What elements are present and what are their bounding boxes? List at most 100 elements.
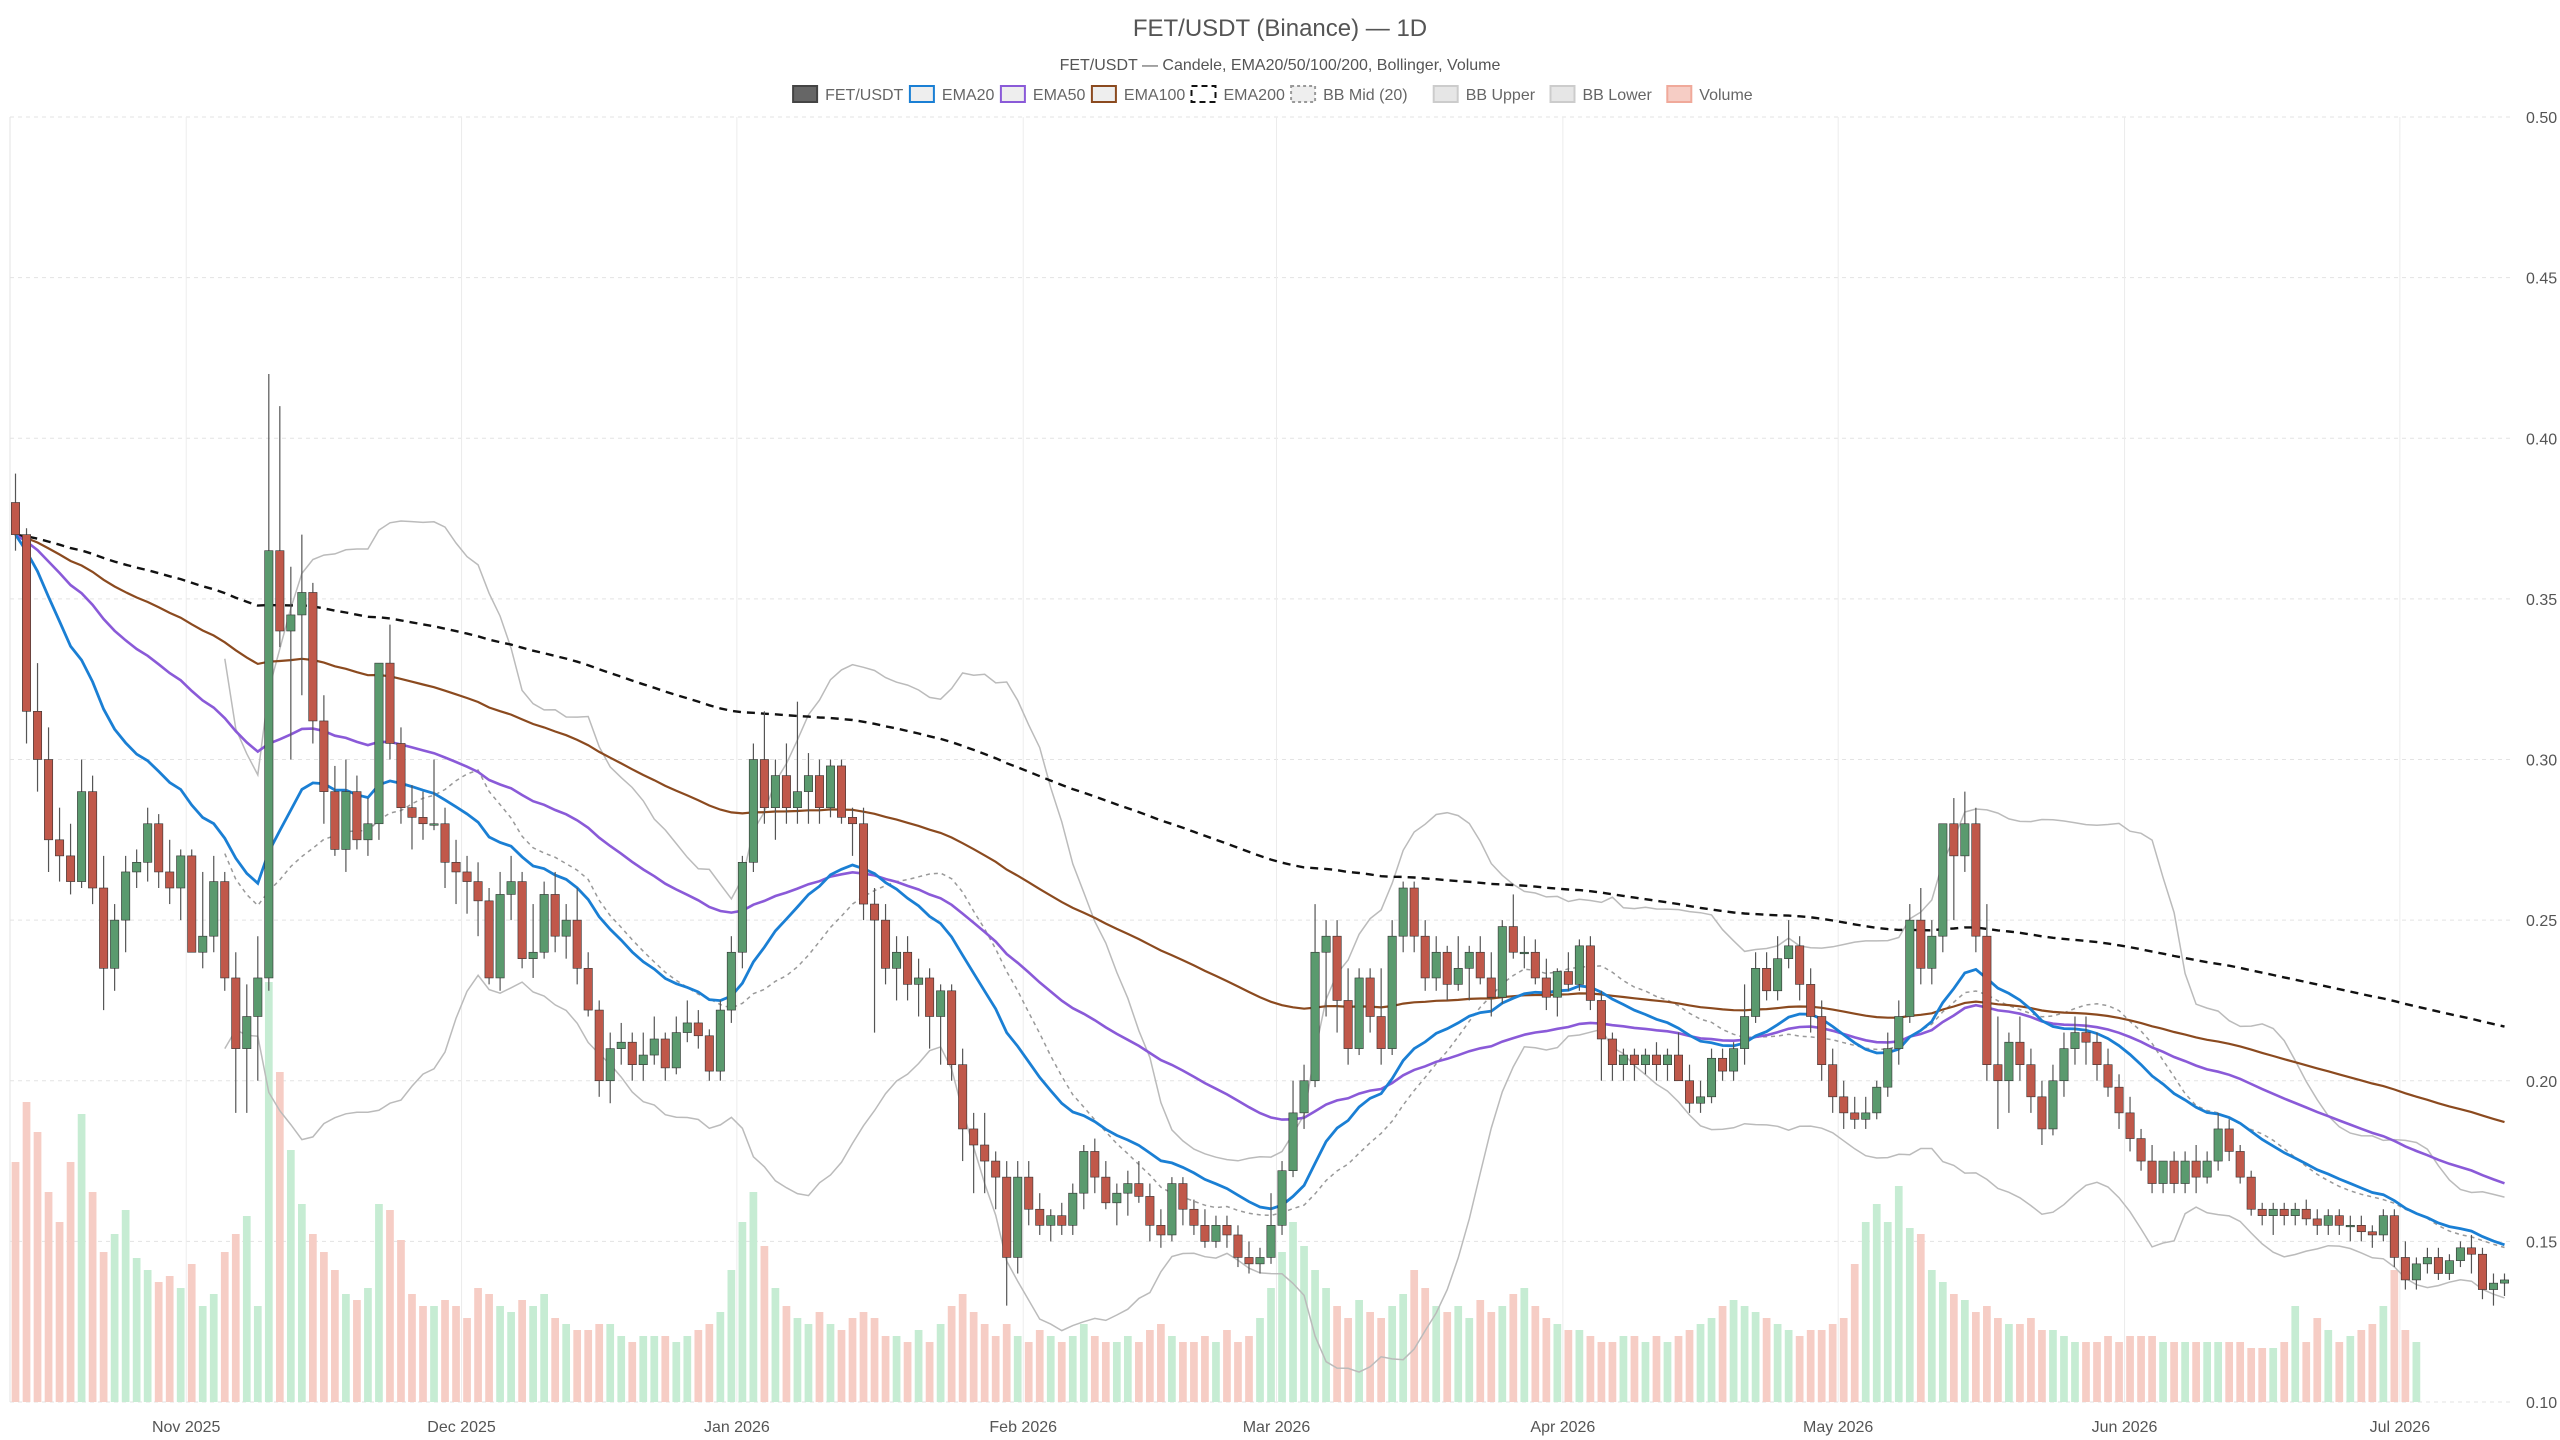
volume-bar	[529, 1306, 537, 1402]
legend-label: BB Mid (20)	[1323, 87, 1407, 104]
volume-bar	[342, 1294, 350, 1402]
candle-body	[715, 1009, 725, 1072]
volume-bar	[99, 1252, 108, 1402]
x-tick-label: Feb 2026	[989, 1419, 1057, 1436]
legend-swatch	[908, 85, 935, 103]
legend: FET/USDT EMA20 EMA50 EMA100 EMA200 BB Mid (20…	[792, 85, 1753, 104]
volume-bar	[1597, 1342, 1606, 1402]
volume-bar	[617, 1336, 626, 1402]
candle-body	[1310, 951, 1320, 1082]
y-tick-label: 0.25	[2526, 913, 2557, 930]
volume-bar	[551, 1318, 560, 1402]
candle-body	[1431, 951, 1441, 979]
candle-body	[627, 1041, 637, 1065]
candle-body	[572, 919, 582, 969]
volume-bar	[143, 1270, 152, 1402]
candle-body	[2026, 1064, 2036, 1098]
volume-bar	[2280, 1342, 2289, 1402]
volume-bar	[1013, 1336, 1022, 1402]
candle-body	[2015, 1041, 2025, 1065]
volume-bar	[386, 1210, 394, 1402]
candle-body	[528, 951, 538, 959]
volume-bar	[2291, 1306, 2300, 1402]
candle-body	[77, 791, 87, 882]
volume-bar	[1983, 1306, 1991, 1402]
volume-bar	[1663, 1342, 1672, 1402]
volume-bar	[33, 1132, 42, 1402]
volume-bar	[1949, 1294, 1958, 1402]
volume-bar	[1035, 1330, 1044, 1402]
volume-bar	[2203, 1342, 2211, 1402]
volume-bar	[1509, 1294, 1518, 1402]
legend-label: BB Lower	[1583, 87, 1653, 104]
volume-bar	[1685, 1330, 1694, 1402]
candle-body	[495, 894, 505, 979]
candle-body	[671, 1032, 681, 1069]
volume-bar	[320, 1252, 328, 1402]
volume-bar	[1057, 1342, 1066, 1402]
candle-body	[1057, 1215, 1067, 1226]
volume-bar	[694, 1330, 703, 1402]
volume-bar	[1850, 1264, 1859, 1402]
volume-bar	[2247, 1348, 2256, 1402]
candle-body	[1729, 1048, 1739, 1072]
candle-body	[1585, 945, 1595, 1001]
volume-bar	[2005, 1324, 2013, 1402]
volume-bar	[1223, 1330, 1231, 1402]
candle-body	[2180, 1160, 2190, 1184]
legend-swatch	[1666, 85, 1693, 103]
volume-bar	[749, 1192, 758, 1402]
candle-body	[660, 1038, 670, 1069]
volume-bar	[1927, 1270, 1936, 1402]
candle-body	[33, 711, 43, 760]
volume-bar	[1212, 1342, 1220, 1402]
volume-bar	[1234, 1342, 1242, 1402]
volume-bar	[1817, 1330, 1826, 1402]
candle-body	[1497, 926, 1507, 998]
volume-bar	[1090, 1336, 1099, 1402]
volume-bar	[2115, 1342, 2123, 1402]
candle-body	[286, 614, 296, 632]
candle-body	[2158, 1160, 2168, 1184]
volume-bar	[1410, 1270, 1419, 1402]
candle-body	[759, 759, 769, 808]
candle-body	[726, 951, 736, 1011]
candle-body	[429, 823, 439, 826]
candle-body	[2323, 1215, 2333, 1226]
volume-bar	[2104, 1336, 2112, 1402]
volume-bar	[1498, 1306, 1507, 1402]
candle-body	[1453, 968, 1463, 985]
volume-bar	[1399, 1294, 1408, 1402]
volume-bar	[991, 1336, 1000, 1402]
volume-bar	[2324, 1330, 2333, 1402]
volume-bar	[562, 1324, 571, 1402]
candle-body	[1332, 935, 1342, 1001]
candle-body	[121, 871, 131, 921]
candle-body	[803, 775, 813, 792]
volume-bar	[474, 1288, 482, 1402]
volume-bar	[859, 1312, 868, 1402]
candle-body	[2345, 1225, 2355, 1228]
volume-bar	[132, 1258, 141, 1402]
candle-body	[451, 861, 461, 873]
volume-bar	[815, 1312, 824, 1402]
candle-body	[925, 977, 935, 1017]
volume-bar	[1894, 1186, 1903, 1402]
legend-label: Volume	[1699, 87, 1752, 104]
volume-bar	[1718, 1306, 1727, 1402]
candle-body	[1464, 951, 1474, 969]
volume-bar	[727, 1270, 736, 1402]
candle-body	[1773, 958, 1783, 992]
candle-body	[110, 919, 120, 969]
ema-lines	[14, 533, 2505, 1247]
volume-bar	[540, 1294, 548, 1402]
candle-body	[550, 894, 560, 937]
volume-bar	[2214, 1342, 2223, 1402]
candle-body	[198, 935, 208, 953]
volume-bar	[573, 1330, 582, 1402]
volume-bar	[1168, 1336, 1176, 1402]
y-tick-label: 0.40	[2526, 431, 2557, 448]
ema100-line	[15, 533, 2505, 1124]
volume-bar	[1112, 1342, 1121, 1402]
legend-item: EMA50	[999, 85, 1085, 104]
